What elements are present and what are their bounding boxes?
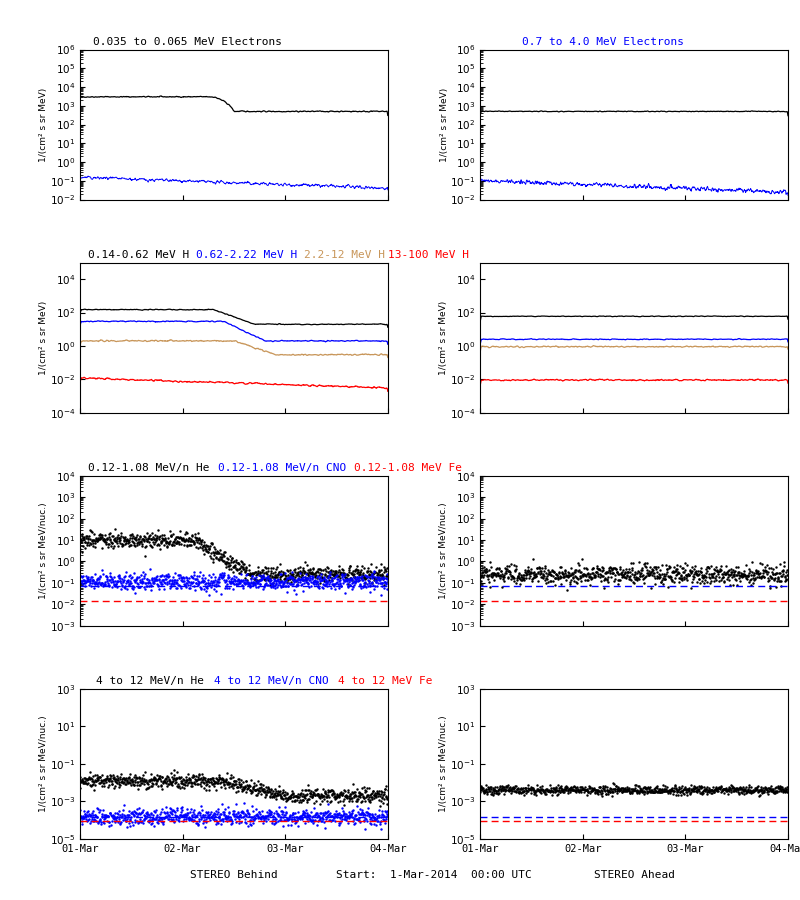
Y-axis label: 1/(cm² s sr MeV/nuc.): 1/(cm² s sr MeV/nuc.) xyxy=(439,502,449,599)
Y-axis label: 1/(cm² s sr MeV): 1/(cm² s sr MeV) xyxy=(439,87,449,162)
Y-axis label: 1/(cm² s sr MeV/nuc.): 1/(cm² s sr MeV/nuc.) xyxy=(39,716,48,812)
Y-axis label: 1/(cm² s sr MeV): 1/(cm² s sr MeV) xyxy=(439,301,448,374)
Text: 0.12-1.08 MeV Fe: 0.12-1.08 MeV Fe xyxy=(354,463,462,473)
Y-axis label: 1/(cm² s sr MeV/nuc.): 1/(cm² s sr MeV/nuc.) xyxy=(439,716,449,812)
Text: 4 to 12 MeV/n He: 4 to 12 MeV/n He xyxy=(96,676,204,686)
Text: 2.2-12 MeV H: 2.2-12 MeV H xyxy=(304,250,385,260)
Text: 0.035 to 0.065 MeV Electrons: 0.035 to 0.065 MeV Electrons xyxy=(94,37,282,47)
Text: 4 to 12 MeV/n CNO: 4 to 12 MeV/n CNO xyxy=(214,676,329,686)
Text: 0.12-1.08 MeV/n He: 0.12-1.08 MeV/n He xyxy=(88,463,210,473)
Text: STEREO Ahead: STEREO Ahead xyxy=(594,870,674,880)
Text: 0.14-0.62 MeV H: 0.14-0.62 MeV H xyxy=(88,250,190,260)
Y-axis label: 1/(cm² s sr MeV): 1/(cm² s sr MeV) xyxy=(39,301,48,374)
Y-axis label: 1/(cm² s sr MeV/nuc.): 1/(cm² s sr MeV/nuc.) xyxy=(39,502,48,599)
Text: 0.7 to 4.0 MeV Electrons: 0.7 to 4.0 MeV Electrons xyxy=(522,37,684,47)
Text: 0.12-1.08 MeV/n CNO: 0.12-1.08 MeV/n CNO xyxy=(218,463,346,473)
Text: 13-100 MeV H: 13-100 MeV H xyxy=(388,250,469,260)
Text: STEREO Behind: STEREO Behind xyxy=(190,870,278,880)
Text: 4 to 12 MeV Fe: 4 to 12 MeV Fe xyxy=(338,676,433,686)
Text: Start:  1-Mar-2014  00:00 UTC: Start: 1-Mar-2014 00:00 UTC xyxy=(336,870,532,880)
Y-axis label: 1/(cm² s sr MeV): 1/(cm² s sr MeV) xyxy=(39,87,48,162)
Text: 0.62-2.22 MeV H: 0.62-2.22 MeV H xyxy=(196,250,298,260)
